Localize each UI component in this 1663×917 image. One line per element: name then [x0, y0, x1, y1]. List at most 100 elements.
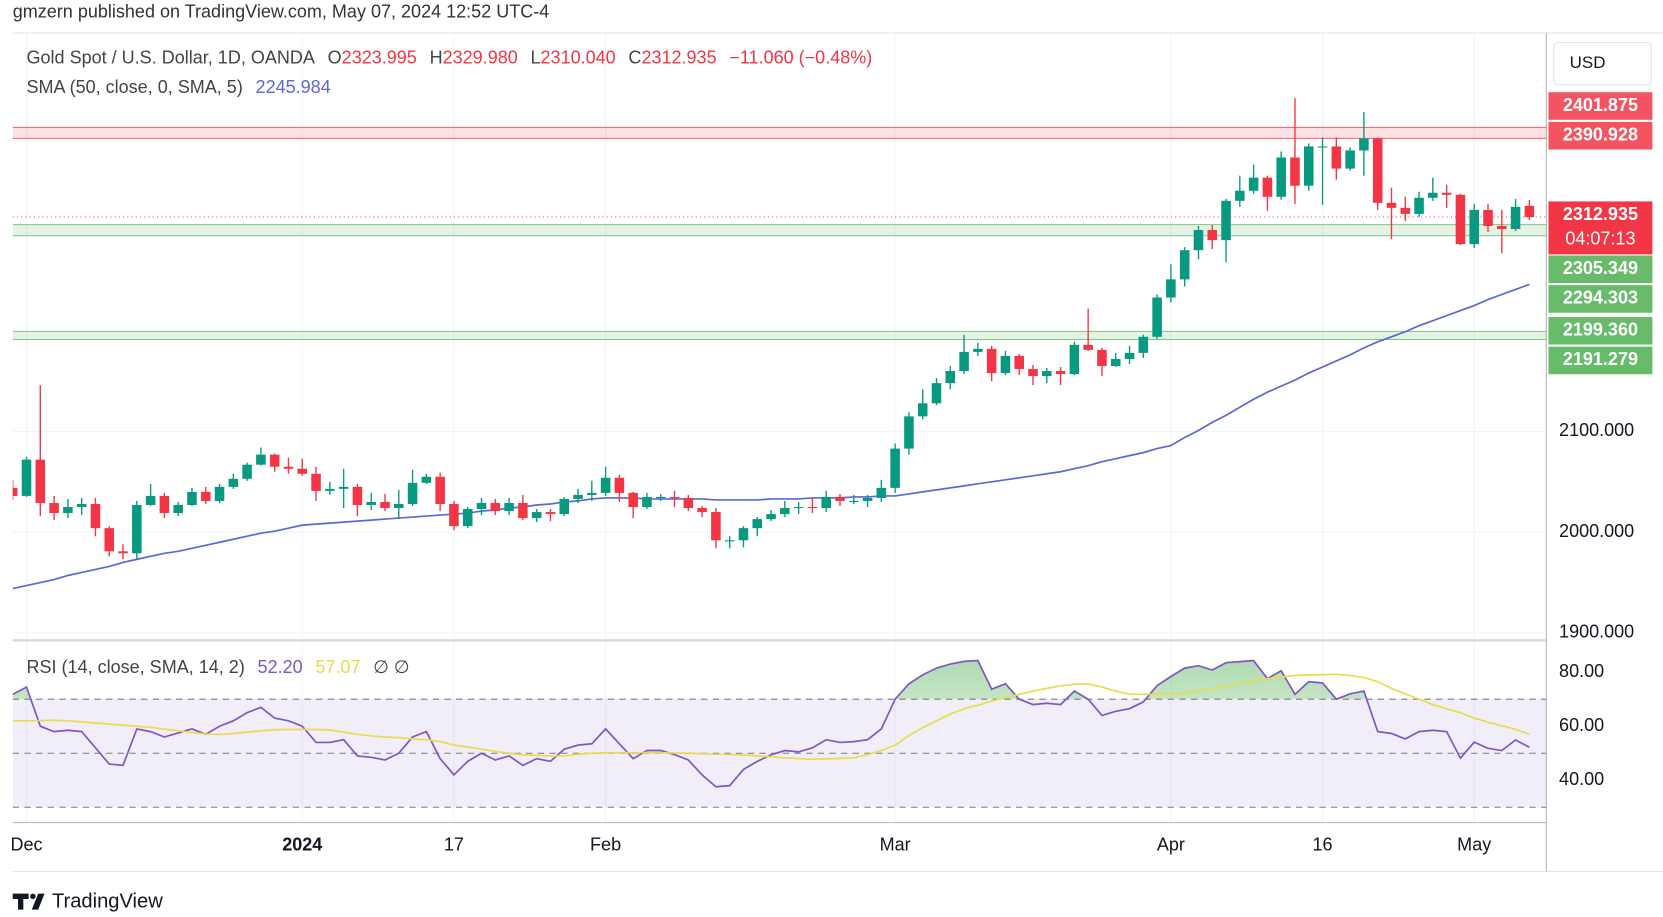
candle-body	[394, 503, 404, 509]
change: −11.060 (−0.48%)	[729, 47, 872, 67]
rsi-pane	[12, 641, 1547, 822]
candle-body	[959, 351, 969, 372]
currency-box[interactable]	[1553, 41, 1652, 86]
attribution: gmzern published on TradingView.com, May…	[13, 1, 550, 21]
candle-body	[1248, 177, 1259, 191]
candle-body	[476, 502, 487, 510]
candle-body	[848, 500, 859, 503]
candle-body	[587, 492, 597, 495]
candle-body	[1455, 194, 1466, 245]
y-tick-label: 80.00	[1559, 661, 1604, 681]
ohlc-value: 2312.935	[641, 47, 716, 67]
sma-value: 2245.984	[256, 77, 331, 97]
x-tick-label: Dec	[10, 835, 42, 855]
x-tick-label: 2024	[282, 835, 322, 855]
price-label-box	[1548, 346, 1653, 375]
candle-body	[724, 540, 735, 542]
candle-body	[655, 496, 666, 498]
price-label: 2390.928	[1563, 124, 1638, 144]
candle-body	[1497, 225, 1507, 230]
candle-body	[1386, 202, 1397, 208]
candle-body	[766, 514, 776, 520]
candle-body	[1469, 209, 1479, 245]
ohlc-key: L	[531, 47, 541, 67]
brand-logo	[12, 893, 45, 910]
candle-body	[1483, 209, 1493, 226]
candle-body	[573, 494, 583, 499]
candle-body	[711, 512, 721, 541]
candle-body	[1359, 138, 1369, 151]
candle-body	[1345, 150, 1355, 169]
candle-body	[228, 478, 239, 487]
ohlc-value: 2323.995	[342, 47, 417, 67]
x-tick-label: Feb	[590, 835, 621, 855]
candle-body	[1193, 230, 1204, 251]
currency[interactable]: USD	[1570, 53, 1606, 72]
candle-body	[63, 507, 73, 514]
candle-body	[1428, 192, 1438, 198]
zone	[12, 331, 1547, 340]
candle-body	[90, 503, 101, 529]
zone	[12, 127, 1547, 139]
candle-body	[283, 466, 294, 469]
candle-body	[1303, 146, 1314, 186]
candle-body	[876, 487, 887, 498]
candle-body	[269, 454, 280, 467]
ohlc-key: O	[328, 47, 342, 67]
sma-line	[12, 283, 1530, 590]
price-label-box	[1548, 316, 1653, 345]
candle-body	[145, 495, 156, 505]
countdown: 04:07:13	[1565, 228, 1635, 248]
candle-body	[628, 492, 638, 508]
candle-body	[559, 498, 570, 515]
candle-body	[1152, 297, 1162, 337]
y-tick-label: 1900.000	[1559, 622, 1634, 642]
candle-body	[904, 416, 914, 449]
zone	[12, 224, 1547, 236]
candle-body	[256, 454, 266, 465]
candle-body	[1317, 146, 1328, 148]
candle-body	[1235, 190, 1245, 201]
candle-body	[421, 476, 432, 483]
y-tick-label: 2000.000	[1559, 521, 1634, 541]
rsi-value: 52.20	[258, 657, 303, 677]
candle-body	[1097, 349, 1107, 366]
brand-name: TradingView	[52, 890, 163, 912]
ohlc-value: 2310.040	[541, 47, 616, 67]
candle-body	[435, 476, 445, 504]
candle-body	[1331, 146, 1342, 169]
candle-body	[973, 348, 983, 352]
price-label: 2401.875	[1563, 95, 1638, 115]
y-tick-label: 40.00	[1559, 769, 1604, 789]
candle-body	[1510, 206, 1521, 230]
candle-body	[1290, 157, 1300, 186]
x-tick-label: Mar	[880, 835, 911, 855]
candle-body	[1083, 344, 1093, 350]
sma-name: SMA (50, close, 0, SMA, 5)	[27, 77, 243, 97]
candle-body	[35, 459, 46, 503]
candle-body	[1400, 207, 1411, 214]
candle-body	[187, 491, 197, 505]
candle-body	[1207, 230, 1218, 241]
candle-body	[518, 502, 528, 519]
candle-body	[311, 473, 321, 491]
y-tick-label: 2100.000	[1559, 420, 1634, 440]
overbought-fill	[12, 660, 1367, 700]
ohlc-key: H	[430, 47, 443, 67]
candle-body	[821, 496, 831, 509]
candle-body	[931, 383, 942, 404]
candle-body	[669, 496, 680, 498]
candle-body	[1124, 352, 1135, 359]
candle-body	[835, 496, 845, 501]
candle-body	[1014, 355, 1024, 370]
candle-body	[1110, 358, 1121, 366]
candle-body	[242, 464, 252, 479]
x-tick-label: May	[1457, 835, 1491, 855]
price-label: 2191.279	[1563, 349, 1638, 369]
price-label-box	[1548, 255, 1653, 284]
price-label: 2305.349	[1563, 258, 1638, 278]
price-label-box	[1548, 285, 1653, 313]
sma-legend: SMA (50, close, 0, SMA, 5) 2245.984	[27, 77, 331, 97]
rsi-extra: ∅ ∅	[373, 657, 409, 677]
